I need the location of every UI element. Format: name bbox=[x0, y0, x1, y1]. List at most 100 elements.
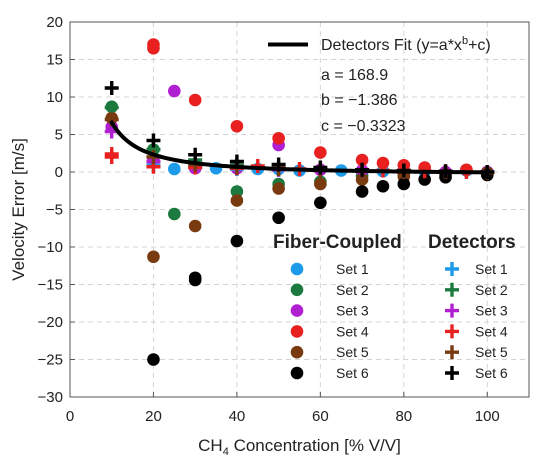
point-detector bbox=[104, 100, 119, 115]
legend-entry-label: Set 6 bbox=[475, 365, 508, 381]
point-detector bbox=[188, 147, 203, 162]
legend-entry-label: Set 2 bbox=[336, 282, 369, 298]
point-fiber-coupled bbox=[230, 119, 244, 133]
fit-param-b: b = −1.386 bbox=[321, 92, 398, 109]
y-tick-label: −20 bbox=[38, 314, 63, 331]
fit-legend: Detectors Fit (y=a*xb+c) a = 168.9 b = −… bbox=[268, 35, 491, 135]
point-detector bbox=[229, 154, 244, 169]
y-tick-label: 5 bbox=[55, 127, 63, 144]
legend-title-fiber-coupled: Fiber-Coupled bbox=[273, 232, 402, 253]
x-tick-label: 80 bbox=[395, 408, 412, 425]
point-fiber-coupled bbox=[314, 177, 327, 191]
y-tick-label: 10 bbox=[46, 89, 63, 106]
legend-marker-plus bbox=[445, 303, 459, 318]
x-axis-label-part: Concentration [% V/V] bbox=[229, 436, 401, 455]
point-fiber-coupled bbox=[188, 273, 202, 287]
x-tick-label: 60 bbox=[312, 408, 329, 425]
point-fiber-coupled bbox=[168, 162, 181, 176]
y-tick-label: −5 bbox=[46, 202, 63, 219]
point-fiber-coupled bbox=[147, 250, 160, 264]
point-detector bbox=[250, 159, 265, 173]
point-fiber-coupled bbox=[418, 173, 431, 186]
point-fiber-coupled bbox=[168, 207, 181, 221]
point-detector bbox=[271, 157, 286, 172]
point-fiber-coupled bbox=[230, 194, 244, 207]
point-fiber-coupled bbox=[230, 185, 244, 198]
y-tick-label: −25 bbox=[38, 352, 63, 369]
point-fiber-coupled bbox=[168, 84, 181, 98]
axes bbox=[69, 21, 530, 398]
point-fiber-coupled bbox=[397, 177, 411, 191]
point-detector bbox=[146, 133, 161, 148]
point-fiber-coupled bbox=[272, 131, 285, 145]
x-axis-label-part: CH bbox=[198, 436, 223, 455]
legend-marker-plus bbox=[445, 262, 459, 276]
legend-entry-label: Set 5 bbox=[336, 344, 369, 360]
point-detector bbox=[146, 150, 161, 164]
legend-title-detectors: Detectors bbox=[428, 232, 516, 253]
point-detector bbox=[146, 142, 161, 157]
point-fiber-coupled bbox=[376, 156, 390, 170]
legend-entry-label: Set 1 bbox=[475, 261, 508, 277]
y-tick-label: −30 bbox=[38, 389, 63, 406]
legend-marker-circle bbox=[290, 325, 304, 338]
x-axis-label: CH4 Concentration [% V/V] bbox=[198, 436, 401, 458]
point-fiber-coupled bbox=[147, 353, 160, 366]
x-tick-label: 0 bbox=[66, 408, 74, 425]
point-detector bbox=[104, 150, 119, 164]
legend-marker-circle bbox=[290, 262, 304, 276]
legend-entry-label: Set 4 bbox=[475, 323, 508, 339]
fit-label-main: Detectors Fit (y=a*x bbox=[321, 37, 462, 54]
point-fiber-coupled bbox=[355, 173, 369, 186]
point-fiber-coupled bbox=[188, 93, 202, 107]
point-fiber-coupled bbox=[230, 234, 244, 248]
point-fiber-coupled bbox=[314, 196, 327, 210]
legend-marker-plus bbox=[445, 324, 459, 339]
legend-marker-circle bbox=[290, 304, 304, 317]
point-fiber-coupled bbox=[147, 41, 160, 55]
legend-entry-label: Set 5 bbox=[475, 344, 508, 360]
fit-label-tail: +c) bbox=[468, 37, 491, 54]
y-tick-label: 15 bbox=[46, 52, 63, 69]
fit-curve bbox=[109, 120, 490, 175]
legend-entry-label: Set 3 bbox=[475, 303, 508, 319]
point-fiber-coupled bbox=[355, 153, 369, 167]
legend-marker-circle bbox=[290, 366, 304, 380]
point-detector bbox=[104, 112, 119, 127]
fit-legend-label: Detectors Fit (y=a*xb+c) bbox=[321, 35, 491, 54]
fit-label-exponent: b bbox=[462, 35, 468, 47]
point-detector bbox=[104, 124, 119, 139]
tick-labels: 0 20 40 60 80 100 −30 −25 −20 −15 −10 −5 0 5 10 15 20 bbox=[38, 14, 500, 425]
legend-entry-label: Set 4 bbox=[336, 323, 369, 339]
fit-param-a: a = 168.9 bbox=[321, 67, 388, 84]
point-detector bbox=[313, 160, 328, 175]
x-tick-label: 40 bbox=[229, 408, 246, 425]
legend-marker-plus bbox=[445, 345, 459, 360]
y-tick-label: 20 bbox=[46, 14, 63, 31]
legend-entry-label: Set 2 bbox=[475, 282, 508, 298]
x-tick-label: 100 bbox=[475, 408, 500, 425]
legend-entry-label: Set 1 bbox=[336, 261, 369, 277]
legend-marker-circle bbox=[290, 283, 304, 297]
y-axis-label: Velocity Error [m/s] bbox=[9, 138, 28, 281]
point-fiber-coupled bbox=[376, 179, 390, 193]
x-tick-label: 20 bbox=[145, 408, 162, 425]
point-fiber-coupled bbox=[314, 146, 327, 159]
point-fiber-coupled bbox=[355, 185, 369, 198]
legend-entry-label: Set 6 bbox=[336, 365, 369, 381]
point-fiber-coupled bbox=[188, 219, 202, 233]
fit-param-c: c = −0.3323 bbox=[321, 118, 406, 135]
legend-marker-plus bbox=[445, 366, 459, 380]
legend-marker-circle bbox=[290, 345, 304, 359]
y-tick-label: −15 bbox=[38, 277, 63, 294]
legend: Fiber-Coupled Detectors Set 1 Set 2 Set 3 S… bbox=[273, 232, 516, 381]
legend-marker-plus bbox=[445, 282, 459, 297]
y-tick-label: −10 bbox=[38, 239, 63, 256]
point-detector bbox=[146, 159, 161, 174]
x-axis-label-subscript: 4 bbox=[223, 446, 229, 458]
point-fiber-coupled bbox=[272, 182, 285, 195]
point-detector bbox=[104, 81, 119, 96]
point-fiber-coupled bbox=[272, 211, 285, 225]
y-tick-label: 0 bbox=[55, 164, 63, 181]
